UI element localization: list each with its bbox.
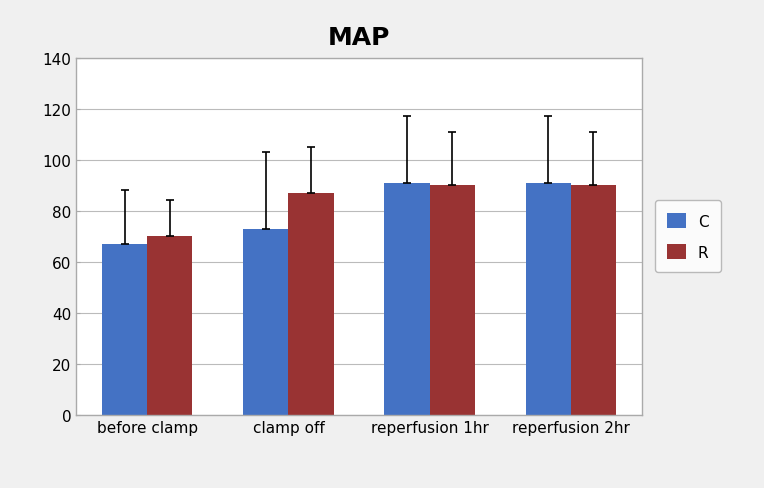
Title: MAP: MAP [328,26,390,50]
Bar [384,183,429,415]
Bar [102,244,147,415]
Bar [429,186,475,415]
Bar [243,229,289,415]
Bar [526,183,571,415]
Bar [571,186,616,415]
Legend: C, R: C, R [655,201,720,272]
Bar [289,193,334,415]
Bar [147,237,193,415]
